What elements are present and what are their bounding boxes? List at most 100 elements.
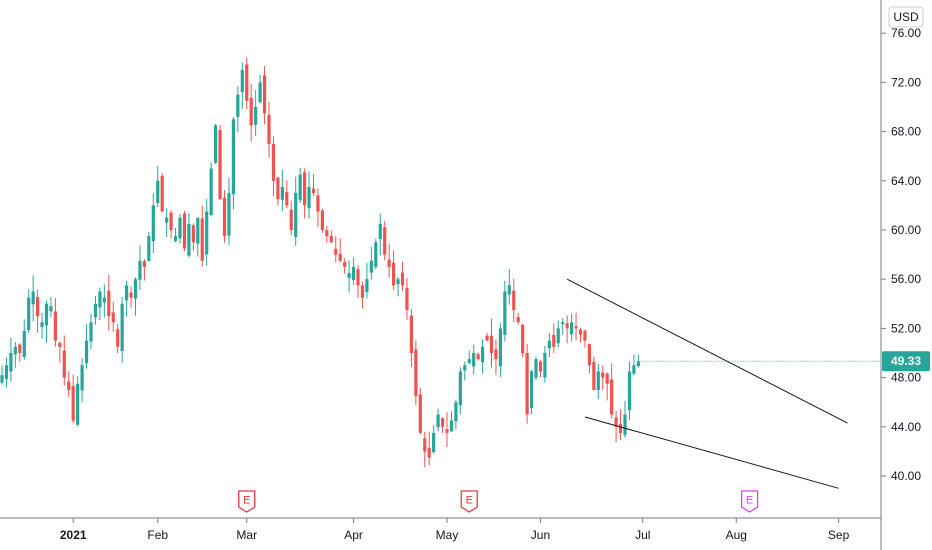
- candle-body: [529, 371, 534, 408]
- candle: [516, 312, 520, 325]
- candle-body: [13, 346, 17, 355]
- candle-body: [151, 205, 155, 242]
- candle: [534, 356, 538, 381]
- candle: [334, 236, 338, 263]
- earnings-event-shape: [460, 490, 478, 513]
- currency-badge[interactable]: USD: [888, 6, 924, 28]
- candle-body: [31, 291, 35, 305]
- candle-body: [383, 227, 387, 255]
- candle: [165, 208, 169, 237]
- candle-body: [427, 447, 431, 458]
- candle: [494, 339, 498, 375]
- candle-body: [182, 213, 187, 249]
- earnings-event-marker[interactable]: E: [460, 490, 478, 513]
- candle: [285, 180, 289, 209]
- candle: [18, 343, 22, 362]
- candle: [142, 259, 146, 281]
- candle: [258, 74, 262, 104]
- candle: [347, 260, 351, 293]
- earnings-event-shape: [740, 490, 759, 513]
- candle-body: [196, 217, 200, 244]
- candle: [262, 65, 267, 125]
- candle-body: [53, 311, 57, 341]
- candle-body: [623, 414, 627, 435]
- candle-body: [218, 130, 222, 200]
- candle: [125, 280, 129, 317]
- candle-body: [298, 174, 302, 200]
- candle: [592, 356, 596, 391]
- trendlines-layer: [566, 278, 881, 489]
- candle: [329, 230, 333, 243]
- candle-body: [552, 334, 556, 347]
- candle-body: [521, 324, 525, 353]
- candle-body: [120, 303, 124, 352]
- candle: [449, 411, 454, 433]
- trendline: [566, 278, 848, 424]
- candle: [267, 101, 271, 158]
- candle: [614, 410, 618, 443]
- candle: [36, 289, 40, 333]
- candle-body: [601, 372, 605, 378]
- candle: [427, 431, 431, 466]
- x-tick-label: Mar: [236, 528, 257, 542]
- candle: [596, 363, 600, 400]
- candle-body: [138, 260, 142, 280]
- candle: [107, 274, 111, 331]
- candle: [191, 223, 195, 251]
- candle-body: [165, 217, 169, 223]
- candle: [440, 417, 445, 433]
- candle-body: [503, 291, 507, 335]
- candle-body: [387, 259, 391, 267]
- candle: [173, 227, 178, 243]
- candle: [49, 296, 53, 317]
- candle-body: [111, 312, 115, 323]
- candle-body: [432, 432, 436, 453]
- candle-body: [209, 168, 213, 215]
- candle-body: [214, 125, 218, 163]
- time-axis[interactable]: 2021 Feb Mar Apr May Jun Jul Aug Sep: [60, 518, 850, 542]
- candle: [538, 359, 543, 378]
- candle: [9, 337, 13, 382]
- candle-body: [347, 273, 351, 278]
- candle: [178, 213, 182, 244]
- candle-body: [578, 329, 583, 335]
- candle: [254, 89, 258, 136]
- candle-body: [316, 195, 320, 212]
- candle-body: [40, 322, 44, 328]
- price-axis[interactable]: 76.00 72.00 68.00 64.00 60.00 56.00 52.00 48.00…: [881, 26, 921, 483]
- candle-body: [98, 291, 102, 308]
- candle-body: [200, 218, 204, 261]
- candle: [294, 176, 298, 246]
- candle: [485, 332, 489, 341]
- candle-body: [89, 322, 93, 342]
- candle-body: [636, 361, 640, 367]
- candle: [387, 243, 391, 278]
- candle: [476, 352, 480, 361]
- candle: [552, 323, 556, 354]
- candle-body: [378, 223, 382, 239]
- candle-body: [512, 290, 516, 310]
- candle-body: [351, 266, 356, 281]
- candle-body: [227, 193, 231, 236]
- candle-body: [71, 386, 75, 421]
- candle-body: [27, 297, 31, 330]
- earnings-event-marker[interactable]: E: [740, 490, 759, 513]
- candle: [570, 313, 574, 342]
- candle-body: [543, 353, 547, 378]
- candle-body: [133, 279, 138, 299]
- candle: [414, 340, 418, 406]
- candle-body: [9, 353, 13, 372]
- candle: [62, 335, 66, 386]
- candle-body: [369, 260, 373, 273]
- candle-body: [360, 285, 365, 298]
- candle-body: [4, 365, 9, 379]
- candle: [605, 372, 609, 401]
- candle-body: [516, 317, 520, 323]
- candle: [369, 246, 373, 280]
- x-tick-label: 2021: [60, 528, 87, 542]
- earnings-event-marker[interactable]: E: [238, 490, 256, 513]
- candle-body: [561, 322, 565, 325]
- candle-body: [285, 192, 289, 206]
- candle-body: [329, 236, 333, 243]
